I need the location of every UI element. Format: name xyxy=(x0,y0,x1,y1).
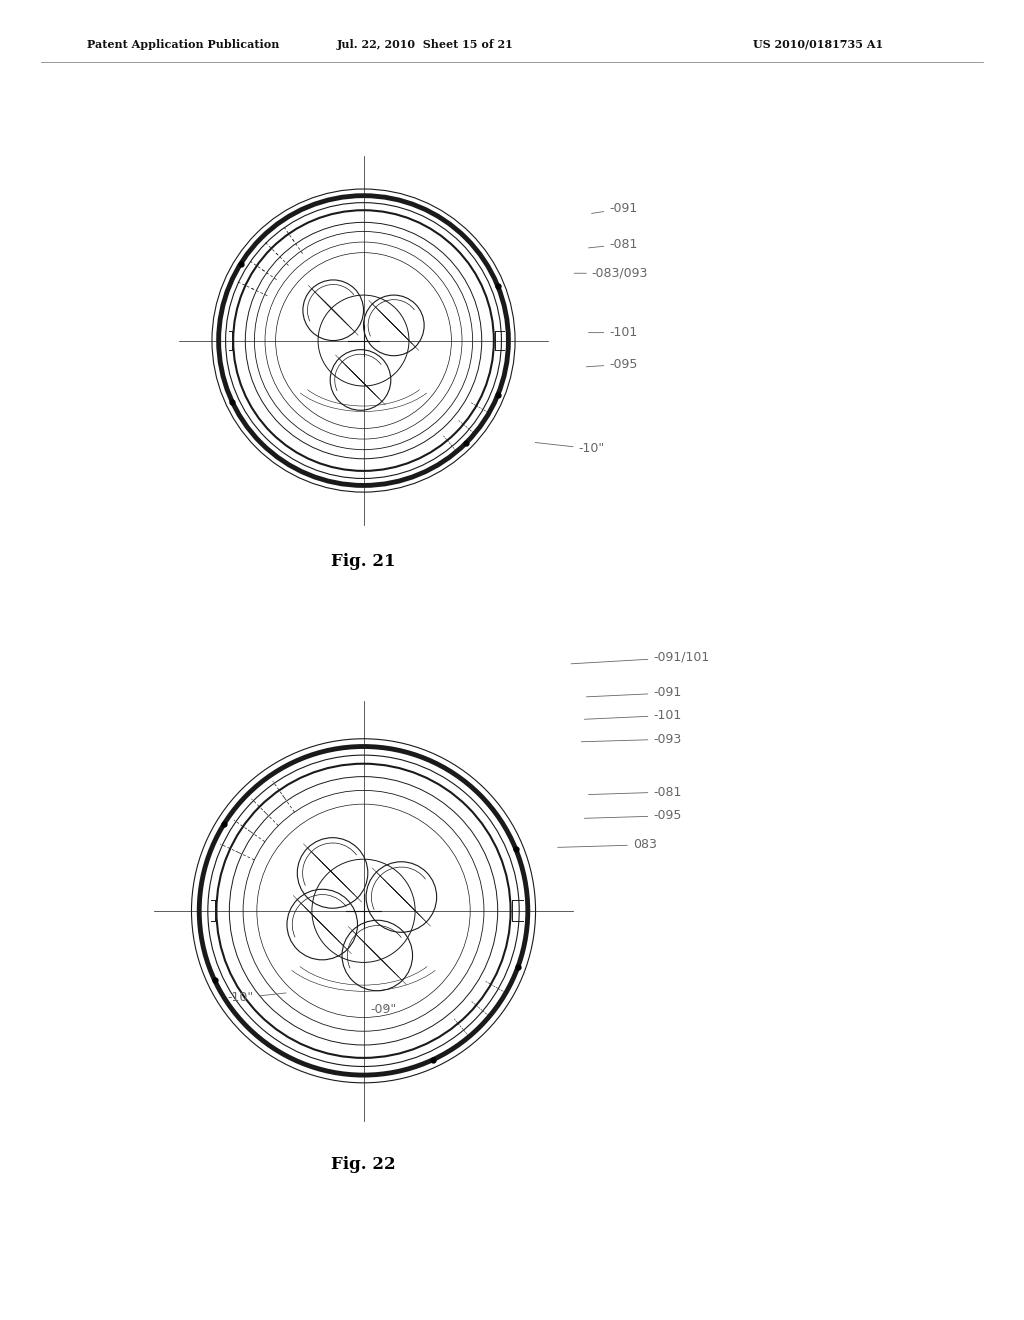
Text: -093: -093 xyxy=(582,733,682,746)
Text: 083: 083 xyxy=(558,838,656,851)
Text: Patent Application Publication: Patent Application Publication xyxy=(87,38,280,50)
Text: US 2010/0181735 A1: US 2010/0181735 A1 xyxy=(753,38,883,50)
Text: -095: -095 xyxy=(585,809,682,822)
Text: -10": -10" xyxy=(536,442,605,455)
Text: -095: -095 xyxy=(587,358,638,371)
Text: Fig. 21: Fig. 21 xyxy=(332,553,395,569)
Text: -083/093: -083/093 xyxy=(574,267,648,280)
Text: -091: -091 xyxy=(592,202,638,215)
Text: -101: -101 xyxy=(585,709,682,722)
Text: -081: -081 xyxy=(589,785,682,799)
Text: Fig. 22: Fig. 22 xyxy=(331,1156,396,1172)
Text: -09": -09" xyxy=(371,1003,397,1016)
Text: Jul. 22, 2010  Sheet 15 of 21: Jul. 22, 2010 Sheet 15 of 21 xyxy=(337,38,513,50)
Text: -091: -091 xyxy=(587,686,682,700)
Text: -091/101: -091/101 xyxy=(571,651,710,664)
Text: -10": -10" xyxy=(227,991,286,1005)
Text: -101: -101 xyxy=(589,326,638,339)
Text: -081: -081 xyxy=(589,238,638,251)
